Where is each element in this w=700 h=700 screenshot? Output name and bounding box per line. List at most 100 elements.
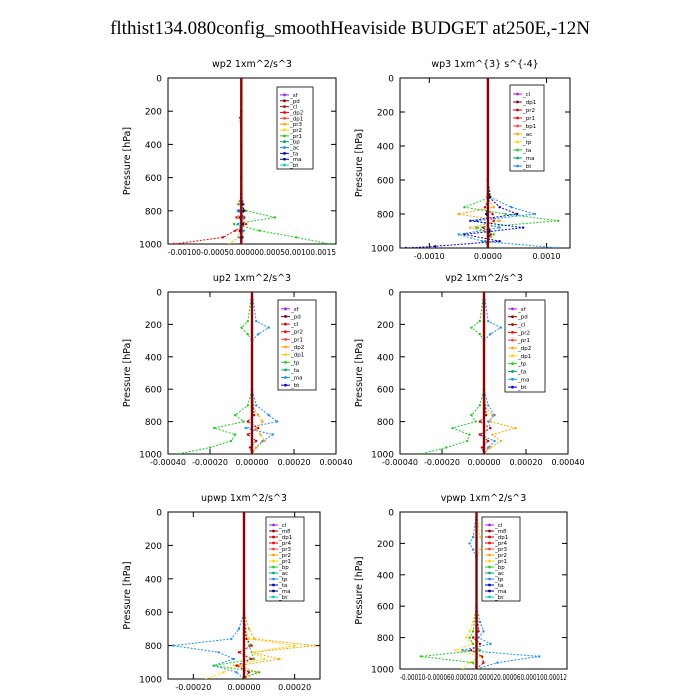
- legend-entry: _pr3: [494, 547, 508, 553]
- series-point: [486, 78, 490, 80]
- series-point: [247, 637, 251, 641]
- legend-entry: _pr1: [289, 134, 302, 140]
- series-point: [475, 512, 478, 514]
- legend-marker: [488, 529, 491, 533]
- legend-entry: _tp: [522, 140, 532, 146]
- series-point: [489, 332, 492, 336]
- series-point: [242, 229, 245, 232]
- series-point: [498, 240, 501, 243]
- series-point: [172, 242, 176, 244]
- y-tick-label: 200: [377, 540, 394, 550]
- x-tick-label: 0.00000: [235, 458, 268, 467]
- series-point: [478, 404, 481, 407]
- series-point: [246, 433, 249, 436]
- chart-title: vpwp 1xm^2/s^3: [441, 493, 527, 504]
- series-point: [482, 292, 486, 294]
- series-point: [237, 627, 241, 631]
- series-point: [461, 667, 464, 669]
- legend-marker: [272, 589, 275, 593]
- series-point: [451, 426, 454, 430]
- y-tick-label: 200: [145, 321, 162, 331]
- series-point: [474, 420, 477, 423]
- series-point: [242, 420, 245, 423]
- legend-entry: _dp2: [290, 345, 304, 351]
- series-point: [234, 413, 237, 417]
- legend-marker: [283, 122, 286, 126]
- series-point: [234, 229, 237, 232]
- legend-entry: _dp1: [278, 535, 292, 541]
- legend-entry: _bp: [278, 565, 289, 571]
- legend-entry: _dp2: [289, 110, 303, 116]
- series-point: [468, 433, 471, 436]
- series-point: [271, 433, 275, 436]
- series-point: [257, 413, 260, 417]
- series-point: [504, 212, 507, 216]
- series-point: [533, 212, 537, 216]
- legend-marker: [511, 370, 514, 373]
- series-point: [471, 661, 475, 664]
- series-point: [246, 420, 249, 423]
- legend-entry: _tp: [517, 362, 527, 368]
- chart-panel-3: up2 1xm^2/s^3 Pressure [hPa] 0 200 400 600 800…: [122, 273, 353, 467]
- legend-marker: [516, 132, 519, 136]
- x-tick-labels: -0.00010-0.000060.000020.000020.000060.0…: [400, 673, 567, 682]
- x-tick-label: 0.00040: [319, 458, 352, 467]
- legend-entry: _ta: [517, 369, 526, 375]
- legend-entry: _dp1: [522, 100, 536, 106]
- y-tick-label: 1000: [139, 676, 162, 686]
- legend-entry: _pr2: [278, 553, 291, 559]
- legend-entry: _dp2: [517, 346, 531, 352]
- series-point: [257, 426, 260, 430]
- series-point: [498, 226, 501, 229]
- legend-entry: _ta: [494, 583, 503, 589]
- series-point: [257, 332, 260, 336]
- series-point: [537, 655, 541, 658]
- legend-entry: _pr1: [290, 337, 303, 343]
- series-point: [498, 206, 501, 209]
- series-point: [244, 426, 247, 430]
- series-point: [483, 206, 487, 209]
- x-tick-label: 0.00040: [551, 458, 584, 467]
- series-group: [177, 292, 279, 454]
- y-axis-label: Pressure [hPa]: [122, 339, 133, 407]
- legend-entry: _cl: [289, 105, 298, 111]
- series-point: [213, 426, 216, 430]
- series-point: [478, 535, 482, 539]
- series-point: [293, 644, 296, 647]
- legend-marker: [284, 376, 287, 379]
- legend-marker: [272, 535, 275, 539]
- series-point: [487, 420, 490, 423]
- series-point: [328, 242, 332, 244]
- legend-marker: [488, 559, 491, 563]
- x-tick-label: -0.00020: [192, 458, 228, 467]
- series-group: [171, 512, 317, 679]
- legend-marker: [488, 535, 491, 539]
- series-point: [242, 512, 246, 514]
- legend-entry: _sf: [289, 93, 299, 99]
- series-point: [463, 233, 466, 236]
- legend-entry: _dp1: [289, 116, 303, 122]
- legend-marker: [272, 577, 275, 581]
- series-point: [237, 677, 241, 679]
- series-point: [217, 651, 220, 654]
- legend-marker: [516, 164, 519, 168]
- legend-entry: _cl: [522, 92, 531, 98]
- legend-marker: [488, 571, 491, 575]
- y-axis-label: Pressure [hPa]: [122, 561, 133, 629]
- series-point: [487, 446, 490, 449]
- series-point: [499, 439, 502, 443]
- series-group: [404, 78, 560, 248]
- legend-entry: _bp: [289, 140, 300, 146]
- chart-title: up2 1xm^2/s^3: [213, 273, 291, 284]
- series-point: [478, 642, 482, 646]
- legend-marker: [516, 108, 519, 112]
- legend-entry: _sf: [290, 307, 300, 313]
- y-axis-label: Pressure [hPa]: [354, 339, 365, 407]
- legend-entry: _cl: [290, 322, 299, 328]
- legend-marker: [284, 383, 287, 387]
- series-point: [235, 664, 238, 667]
- plot-frame: [399, 511, 568, 670]
- x-tick-label: -0.00040: [382, 458, 418, 467]
- y-tick-label: 600: [145, 174, 162, 184]
